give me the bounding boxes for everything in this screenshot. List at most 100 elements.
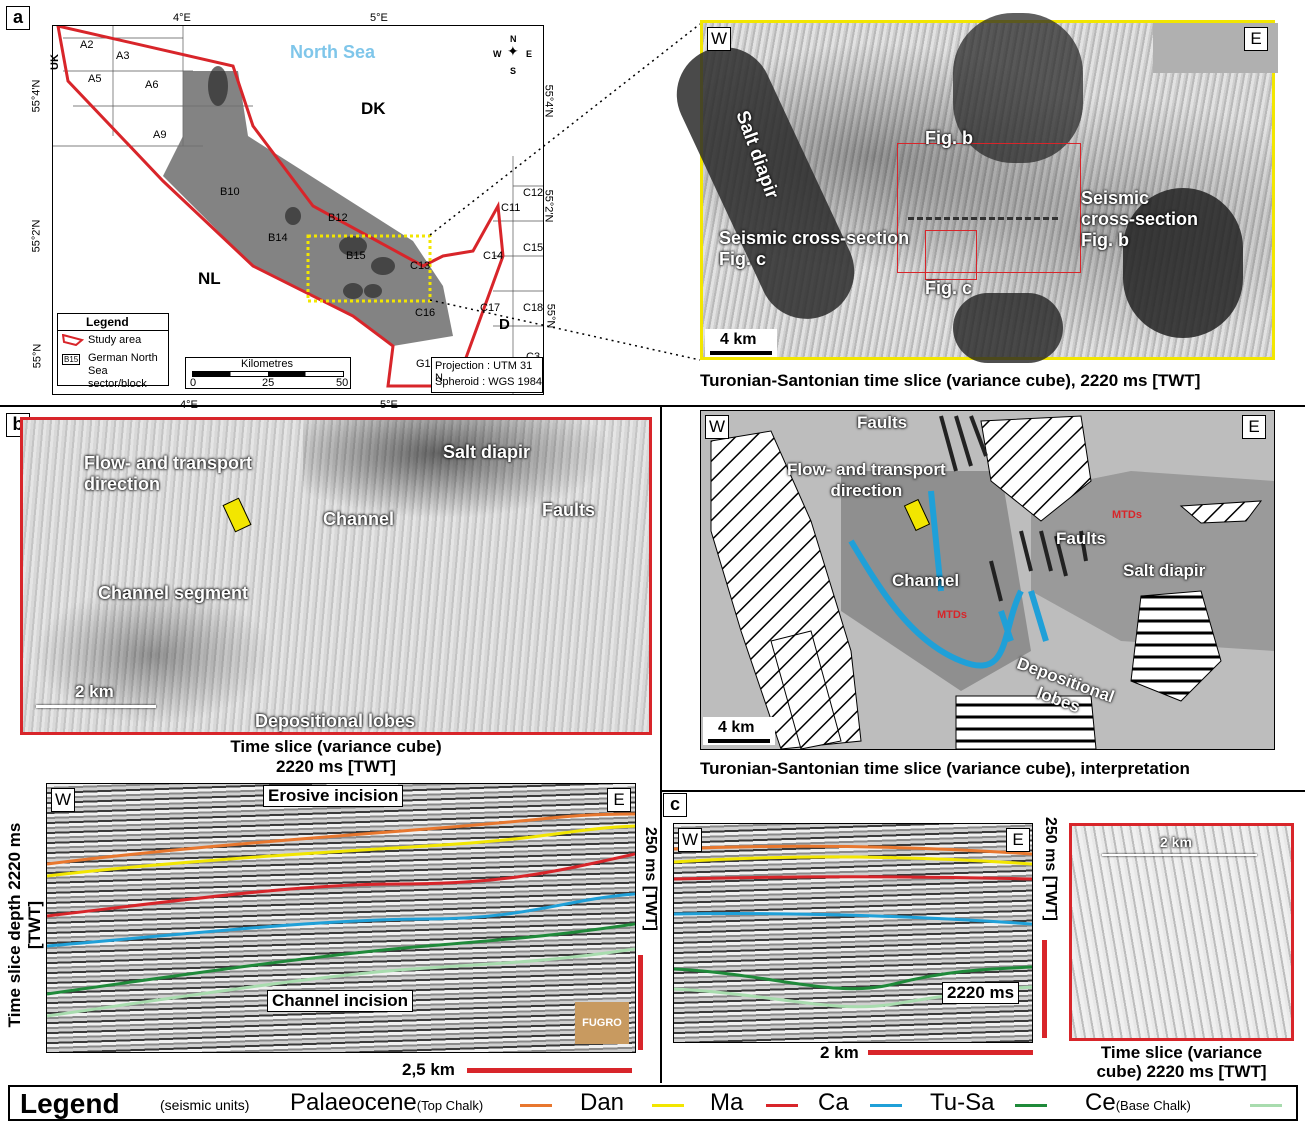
slice-top-caption: Turonian-Santonian time slice (variance … [700,371,1201,390]
xsec-line [908,217,1058,220]
legend-swatch [766,1104,798,1107]
channel-label: Channel [323,509,395,529]
study-area-swatch-icon [62,334,84,346]
direction-e: E [607,788,631,812]
block-label: A5 [88,73,102,85]
block-label: G1 [416,358,431,370]
fig-c-box [925,230,977,280]
legend-swatch [870,1104,902,1107]
legend-swatch [1250,1104,1282,1107]
time-slice-c-inset: 2 km [1069,823,1294,1041]
inset-caption: Time slice (variance cube) 2220 ms [TWT] [1096,1043,1267,1081]
mtds-label: MTDs [937,609,967,621]
compass-icon: N S E W ✦ [493,34,533,76]
flow-direction-label: Flow- and transport direction [787,460,946,500]
direction-e: E [1006,828,1030,852]
vscale-bar [638,955,643,1050]
hscale-bar [868,1050,1033,1055]
legend-subtitle: (seismic units) [160,1097,250,1113]
map-svg [53,26,543,394]
turonian-time-slice: W E Salt diapir Fig. b Fig. c Seismic cro… [661,13,1278,363]
hscale-bar [467,1068,632,1073]
section-b-vertical-label: Time slice depth 2220 ms [TWT] [5,822,44,1028]
map-tick-top: 5°E [370,12,388,24]
block-label: C14 [483,250,504,262]
faults-label: Faults [857,413,908,432]
fig-b-label: Fig. b [925,128,973,148]
vscale-bar [1042,940,1047,1038]
depositional-lobes-label: Depositional lobes [255,711,416,731]
scale-label: 2 km [75,682,114,701]
block-label: C15 [523,242,544,254]
interpretation-svg [710,415,1274,749]
block-label: A2 [80,39,94,51]
xsec-c-label: Seismic cross-section Fig. c [719,228,910,269]
direction-w: W [678,828,702,852]
panel-label-a: a [6,6,30,30]
scale-bar: 4 km [703,717,775,745]
section-c-vscale-label: 250 ms [TWT] [1042,816,1059,921]
legend-item: Ca [818,1089,849,1116]
sea-label: North Sea [290,42,376,62]
xsec-b-label: Seismic cross-section Fig. b [1081,188,1199,250]
block-label: C13 [410,260,431,272]
projection-box: Projection : UTM 31 N Spheroid : WGS 198… [431,357,543,393]
direction-w: W [51,788,75,812]
erosive-incision-label: Erosive incision [263,785,404,807]
channel-incision-label: Channel incision [267,990,414,1012]
map-scale: Kilometres 0 25 50 [185,357,351,389]
channel-label: Channel [892,571,960,590]
divider [660,790,1305,792]
legend-title: Legend [20,1088,120,1119]
block-label: A6 [145,79,159,91]
inset-scale-label: 2 km [1160,834,1192,850]
faults-label: Faults [542,500,596,520]
horizons-c [674,844,1032,1009]
block-label: C18 [523,302,544,314]
flow-direction-label: Flow- and transport direction [84,453,252,494]
block-label: C11 [501,202,521,214]
block-label: C16 [415,307,436,319]
ms-label: 2220 ms [942,982,1020,1004]
direction-w: W [707,27,731,51]
scale-bar [1102,854,1257,856]
country-dk: DK [361,99,386,118]
faults-label: Faults [1056,529,1107,548]
legend-swatch [520,1104,552,1107]
location-map: North Sea DK NL UK D A2 A3 A5 A6 A9 B10 … [49,25,544,395]
block-label: A3 [116,50,130,62]
channel-segment-label: Channel segment [98,583,249,603]
block-label: B15 [346,250,366,262]
country-d: D [499,316,510,333]
direction-e: E [1244,27,1268,51]
seismic-section-b: W E Erosive incision Channel incision FU… [46,783,636,1053]
direction-e: E [1242,415,1266,439]
map-legend: Legend Study area B15 German North Sea s… [57,313,169,390]
mtds-label: MTDs [1112,509,1142,521]
fig-c-label: Fig. c [925,278,973,298]
scale-bar: 4 km [705,329,777,357]
slice-b-caption: Time slice (variance cube) 2220 ms [TWT] [230,737,442,776]
block-label: C17 [480,302,501,314]
direction-w: W [705,415,729,439]
legend-item: Tu-Sa [930,1089,995,1116]
legend-item: Dan [580,1089,625,1116]
map-tick-top: 4°E [173,12,191,24]
fugro-logo: FUGRO [575,1002,629,1044]
legend-item: Palaeocene(Top Chalk) [290,1089,484,1116]
block-label: B12 [328,212,348,224]
panel-label-c: c [663,793,687,817]
country-nl: NL [198,269,221,288]
time-slice-b: Salt diapir Faults Flow- and transport di… [20,417,652,735]
divider [660,405,662,1083]
salt-diapir-label: Salt diapir [443,442,531,462]
legend-item: Ce(Base Chalk) [1085,1089,1191,1116]
flow-arrow-icon [222,497,252,533]
block-label: B10 [220,186,240,198]
legend-swatch [652,1104,684,1107]
seismic-legend: Legend (seismic units) Palaeocene(Top Ch… [8,1085,1298,1121]
salt-diapir-label: Salt diapir [1123,561,1206,580]
seismic-section-c: W E 2220 ms [673,823,1033,1043]
interpretation-slice: W E Faults Flow- and transport direction … [700,410,1275,750]
